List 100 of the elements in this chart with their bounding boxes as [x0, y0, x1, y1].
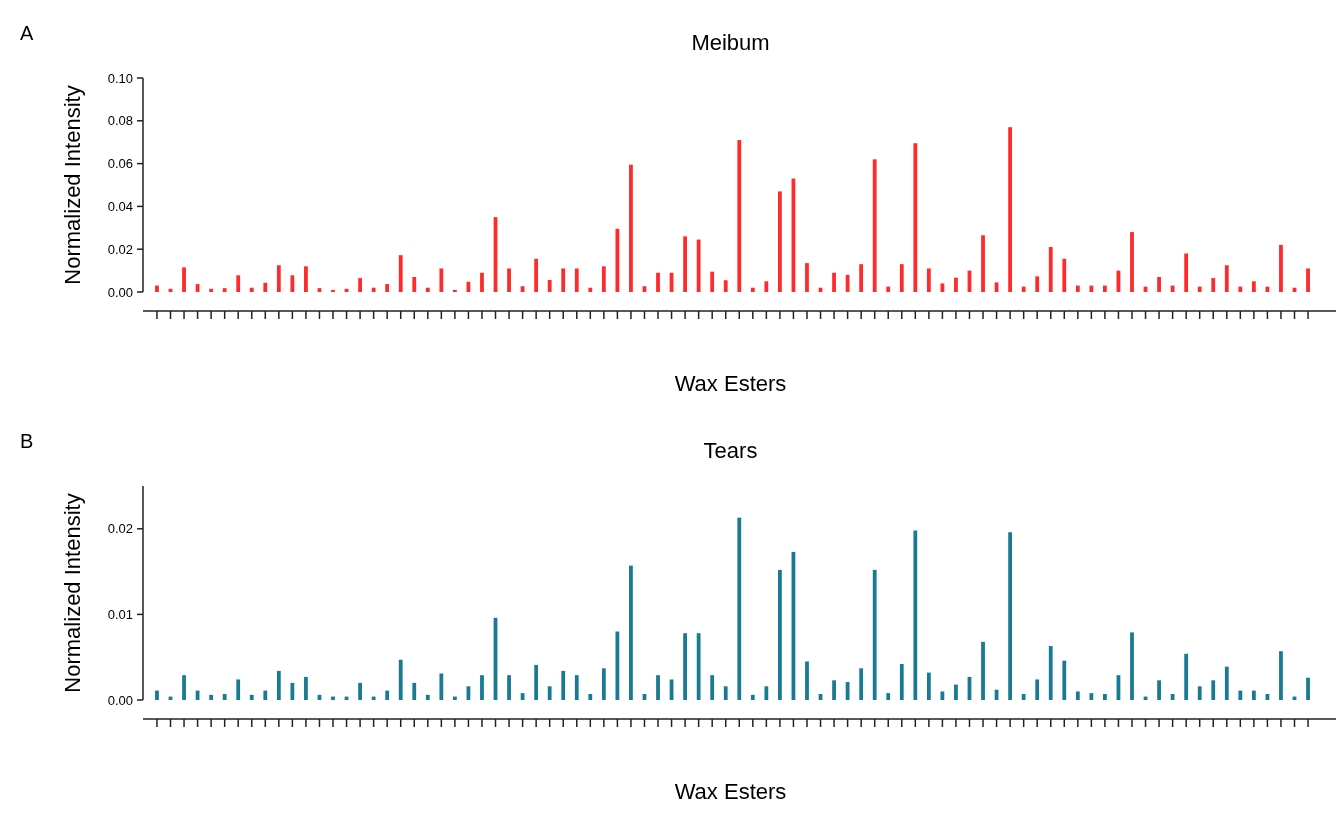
bar — [683, 236, 687, 292]
bar — [1170, 694, 1175, 700]
bar — [385, 690, 390, 700]
bar — [425, 694, 430, 700]
text: A — [20, 22, 34, 44]
bar — [534, 664, 539, 700]
bar — [574, 675, 579, 700]
bar — [439, 673, 444, 700]
bar — [398, 659, 403, 700]
bar — [656, 675, 660, 700]
bar — [1075, 285, 1080, 292]
bar — [1157, 277, 1161, 292]
bar — [155, 690, 159, 700]
bar — [182, 267, 186, 292]
bar — [954, 684, 958, 700]
bar — [913, 530, 918, 700]
bar — [304, 676, 308, 700]
bar — [290, 275, 295, 292]
bar — [1224, 666, 1229, 700]
bar — [1103, 694, 1107, 700]
bar — [1211, 278, 1216, 292]
bar — [1062, 258, 1067, 292]
bar — [805, 661, 809, 700]
bar — [601, 266, 606, 292]
bar — [615, 228, 620, 292]
bar — [1251, 690, 1256, 700]
bar — [371, 696, 376, 700]
bar — [913, 143, 918, 292]
bar — [547, 280, 552, 292]
bar — [954, 277, 958, 292]
bar — [1279, 244, 1283, 292]
bar — [981, 641, 985, 700]
bar — [358, 682, 362, 700]
y-tick-label: 0.08 — [107, 113, 133, 129]
bar — [480, 272, 484, 292]
y-tick-label: 0.01 — [107, 606, 133, 622]
bar — [615, 631, 620, 700]
bar — [1224, 265, 1229, 292]
bar — [534, 258, 539, 292]
bar — [1075, 691, 1080, 700]
bar — [601, 668, 606, 700]
bar — [1089, 285, 1094, 292]
bar — [832, 680, 836, 700]
y-tick-label: 0.10 — [107, 70, 133, 86]
bar — [155, 285, 159, 292]
bar — [249, 287, 254, 292]
text: B — [20, 430, 34, 452]
bar — [1062, 660, 1067, 700]
bar — [886, 286, 891, 292]
bar — [859, 264, 864, 292]
bar — [209, 694, 214, 700]
bar — [723, 280, 728, 292]
bar — [926, 268, 931, 292]
x-axis-title: Wax Esters — [674, 779, 787, 804]
bar — [561, 670, 566, 700]
bar — [764, 281, 769, 292]
bar — [452, 696, 457, 700]
bar — [1035, 679, 1040, 700]
chart-title: Meibum — [691, 30, 770, 55]
y-tick-label: 0.00 — [107, 692, 133, 708]
bar — [507, 675, 511, 700]
bar — [1021, 286, 1026, 292]
bar — [236, 679, 241, 700]
bar — [480, 675, 484, 700]
bar — [425, 287, 430, 292]
bar — [926, 672, 931, 700]
bar — [1279, 651, 1283, 700]
bar — [182, 675, 186, 700]
bar — [629, 565, 633, 700]
bar — [737, 140, 742, 292]
bar — [358, 278, 362, 292]
bar — [1089, 693, 1094, 700]
y-axis-title: Normalized Intensity — [60, 493, 85, 693]
bar — [737, 517, 742, 700]
bar — [574, 268, 579, 292]
bar — [696, 239, 701, 292]
bar — [222, 694, 227, 700]
bar — [778, 191, 782, 292]
bar — [331, 289, 335, 292]
x-axis-title: Wax Esters — [674, 371, 787, 396]
bar — [1211, 680, 1216, 700]
bar — [778, 569, 782, 700]
y-tick-label: 0.02 — [107, 521, 133, 537]
bar — [398, 255, 403, 292]
bar — [588, 694, 593, 700]
bar — [507, 268, 511, 292]
bar — [750, 287, 755, 292]
bar — [1238, 690, 1243, 700]
bar — [304, 266, 308, 292]
bar — [385, 284, 390, 292]
bar — [1048, 247, 1053, 292]
bar — [1238, 286, 1243, 292]
bar — [561, 268, 566, 292]
bar — [1197, 686, 1202, 700]
bar — [872, 159, 877, 292]
bar — [1170, 285, 1175, 292]
bar — [547, 686, 552, 700]
bar — [276, 265, 281, 292]
bar — [1306, 268, 1310, 292]
bar — [588, 287, 593, 292]
